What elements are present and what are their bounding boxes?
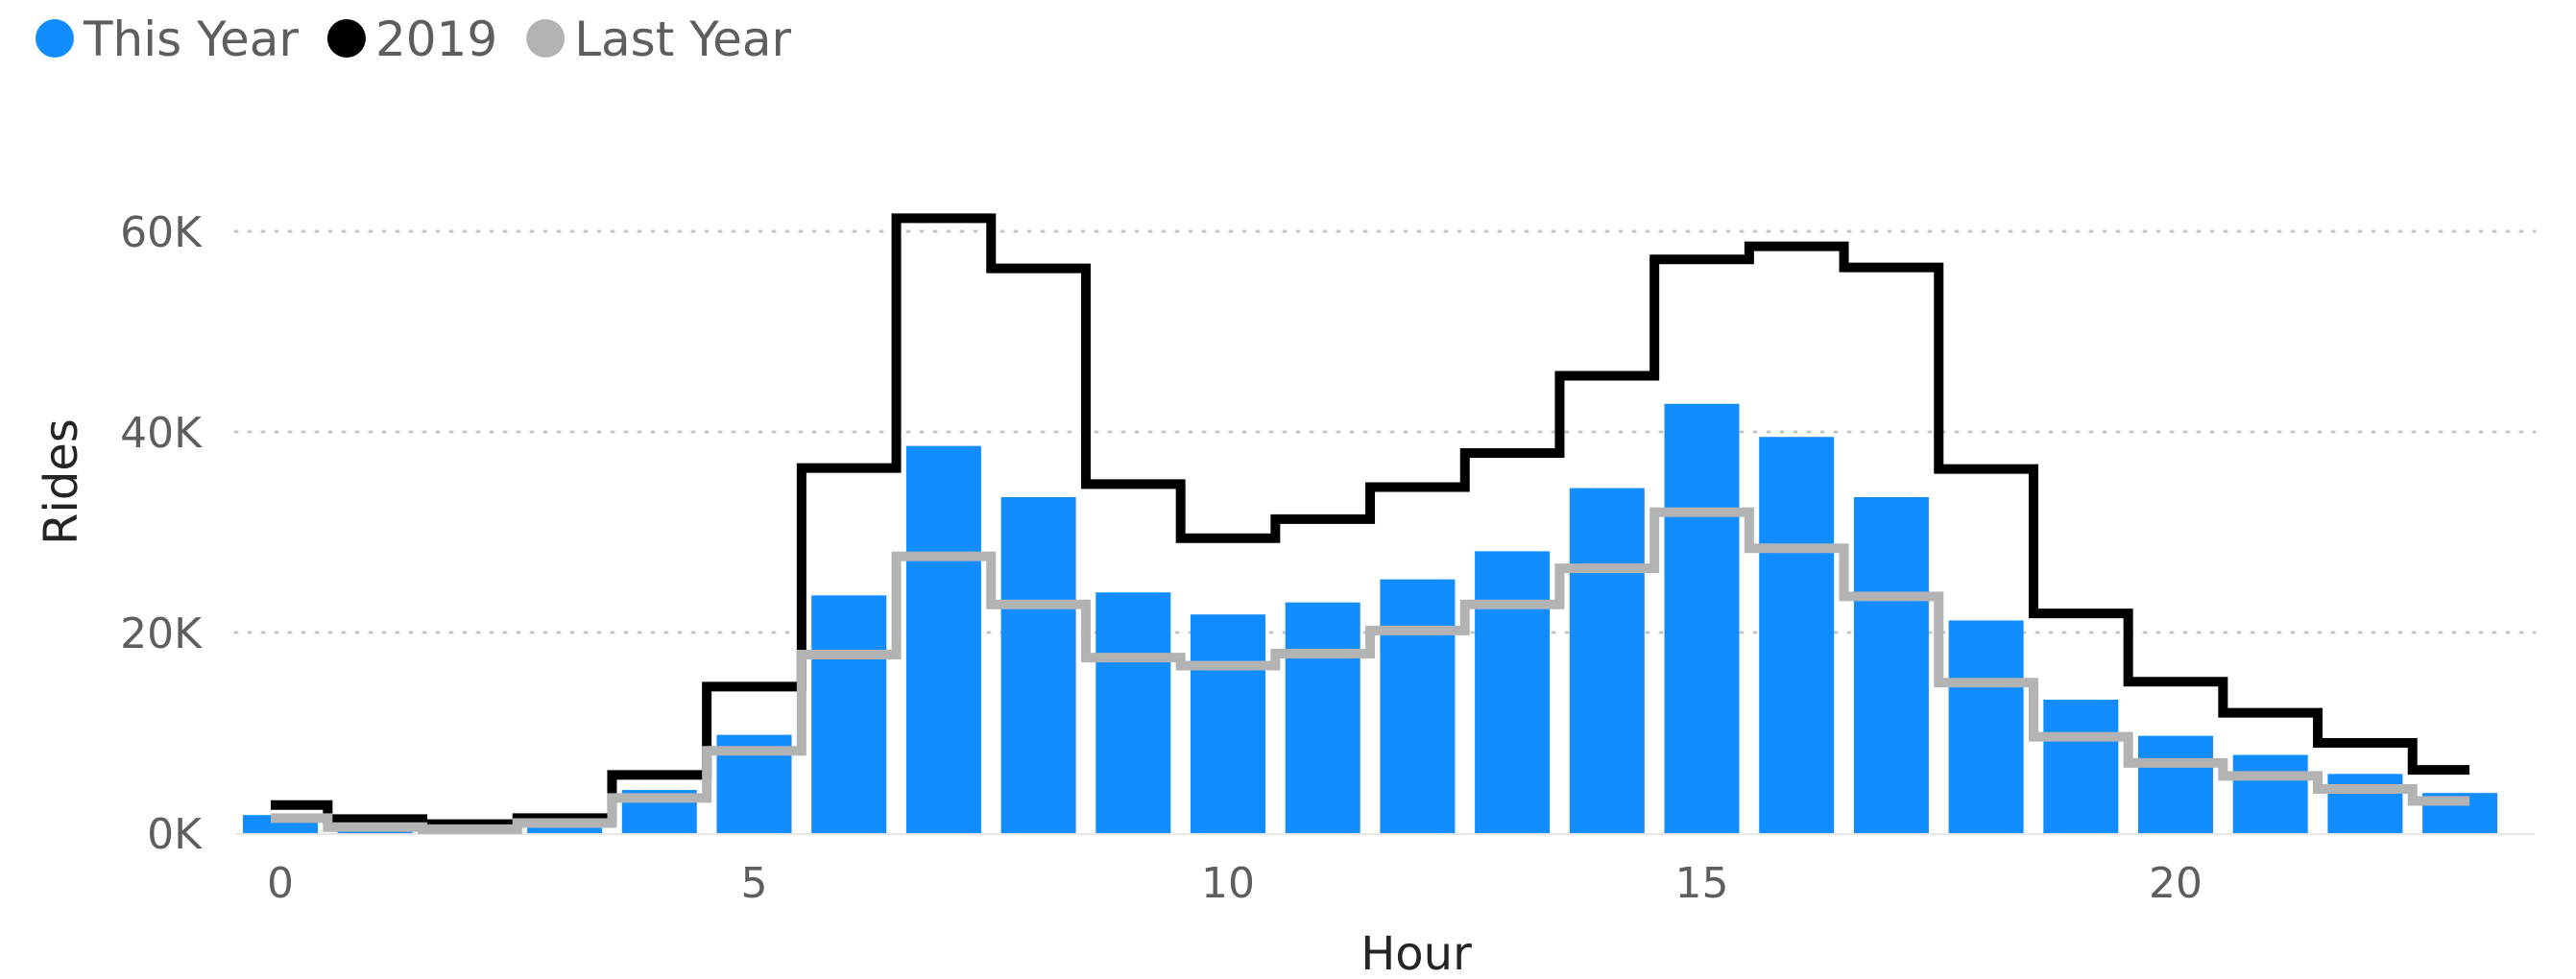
bar <box>527 826 603 833</box>
bar <box>2043 700 2119 833</box>
bar <box>905 445 981 833</box>
bar <box>811 595 887 833</box>
x-tick-label: 20 <box>2149 859 2203 908</box>
y-axis-ticks: 0K 20K 40K 60K <box>120 208 203 859</box>
bar <box>1569 488 1645 833</box>
x-tick-label: 0 <box>267 859 294 908</box>
x-tick-label: 5 <box>741 859 768 908</box>
bar <box>1095 592 1171 833</box>
bar <box>1285 602 1360 833</box>
x-tick-label: 10 <box>1201 859 1255 908</box>
legend-label: Last Year <box>574 12 791 67</box>
y-tick-label: 0K <box>147 810 203 859</box>
legend-marker <box>526 19 566 58</box>
bar <box>1191 614 1265 833</box>
bar <box>1759 437 1835 833</box>
step-line-2019 <box>271 213 2470 829</box>
x-axis-title: Hour <box>1360 927 1472 979</box>
y-tick-label: 20K <box>120 609 203 658</box>
step-line-last-year <box>271 507 2470 834</box>
bar <box>2327 774 2403 833</box>
y-tick-label: 60K <box>120 208 203 257</box>
bar <box>1664 403 1740 833</box>
y-axis-title: Rides <box>35 418 88 545</box>
bar <box>2138 735 2213 833</box>
legend-label: 2019 <box>375 12 497 67</box>
x-axis-ticks: 0 5 10 15 20 <box>267 859 2203 908</box>
bar <box>1853 496 1929 833</box>
legend: This Year 2019 Last Year <box>36 12 792 67</box>
legend-label: This Year <box>83 12 299 67</box>
step-lines <box>271 213 2470 834</box>
bar <box>1000 496 1076 833</box>
legend-marker <box>326 19 366 58</box>
bar <box>2232 754 2308 833</box>
bar <box>1475 551 1551 833</box>
bar-series <box>243 403 2498 833</box>
x-tick-label: 15 <box>1675 859 1729 908</box>
gridlines <box>233 229 2537 835</box>
bar <box>1380 579 1456 833</box>
bar <box>1948 620 2024 833</box>
legend-marker <box>36 19 74 58</box>
y-tick-label: 40K <box>120 409 203 458</box>
